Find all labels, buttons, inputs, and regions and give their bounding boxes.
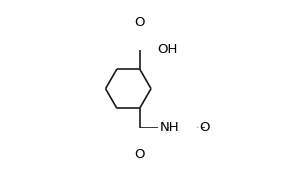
- Text: O: O: [199, 121, 209, 134]
- Text: O: O: [135, 148, 145, 161]
- Text: O: O: [135, 16, 145, 29]
- Text: NH: NH: [160, 121, 180, 134]
- Text: OH: OH: [157, 43, 178, 56]
